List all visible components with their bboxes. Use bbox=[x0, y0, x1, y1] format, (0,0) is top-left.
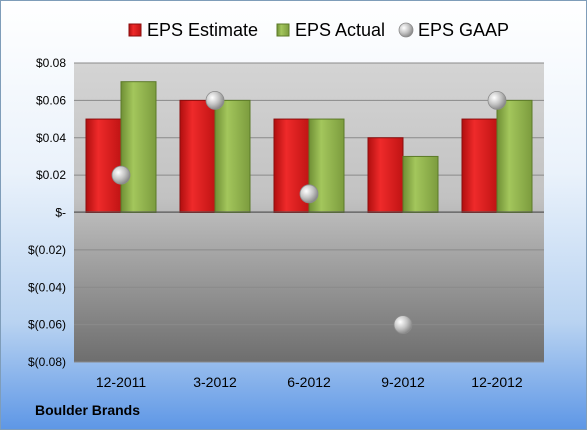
bars bbox=[85, 81, 533, 213]
company-name: Boulder Brands bbox=[35, 402, 141, 418]
y-axis-tick-labels: $0.08 $0.06 $0.04 $0.02 $- $(0.02) $(0.04) $(0.… bbox=[28, 56, 66, 369]
legend-swatch-eps-actual bbox=[276, 23, 290, 37]
x-category-label: 9-2012 bbox=[381, 374, 425, 390]
y-tick-label: $0.02 bbox=[36, 168, 66, 182]
y-tick-label: $0.06 bbox=[36, 93, 66, 107]
x-category-label: 6-2012 bbox=[287, 374, 331, 390]
y-tick-label: $(0.04) bbox=[28, 280, 66, 294]
marker-eps-gaap bbox=[205, 90, 225, 110]
marker-eps-gaap bbox=[393, 315, 413, 335]
y-tick-label: $0.08 bbox=[36, 56, 66, 70]
legend-label: EPS Actual bbox=[295, 20, 385, 40]
marker-eps-gaap bbox=[299, 184, 319, 204]
bar-eps-estimate bbox=[461, 118, 498, 213]
legend-swatch-eps-gaap bbox=[398, 22, 414, 38]
y-tick-label: $- bbox=[55, 206, 66, 220]
x-category-label: 3-2012 bbox=[193, 374, 237, 390]
y-tick-label: $0.04 bbox=[36, 131, 66, 145]
gaap-markers bbox=[111, 90, 507, 335]
y-tick-label: $(0.06) bbox=[28, 318, 66, 332]
legend-label: EPS GAAP bbox=[418, 20, 509, 40]
bar-eps-actual bbox=[402, 155, 439, 213]
bar-eps-actual bbox=[120, 81, 157, 213]
x-category-label: 12-2012 bbox=[471, 374, 523, 390]
y-tick-label: $(0.02) bbox=[28, 243, 66, 257]
bar-eps-estimate bbox=[85, 118, 122, 213]
bar-eps-estimate bbox=[367, 137, 404, 213]
marker-eps-gaap bbox=[111, 165, 131, 185]
legend-swatch-eps-estimate bbox=[128, 23, 142, 37]
marker-eps-gaap bbox=[487, 90, 507, 110]
x-category-label: 12-2011 bbox=[96, 374, 147, 390]
legend-label: EPS Estimate bbox=[147, 20, 258, 40]
bar-eps-estimate bbox=[179, 99, 216, 213]
x-axis-category-labels: 12-2011 3-2012 6-2012 9-2012 12-2012 bbox=[96, 374, 523, 390]
bar-eps-actual bbox=[496, 99, 533, 213]
legend: EPS Estimate EPS Actual EPS GAAP bbox=[128, 20, 509, 40]
y-tick-label: $(0.08) bbox=[28, 355, 66, 369]
bar-eps-actual bbox=[214, 99, 251, 213]
